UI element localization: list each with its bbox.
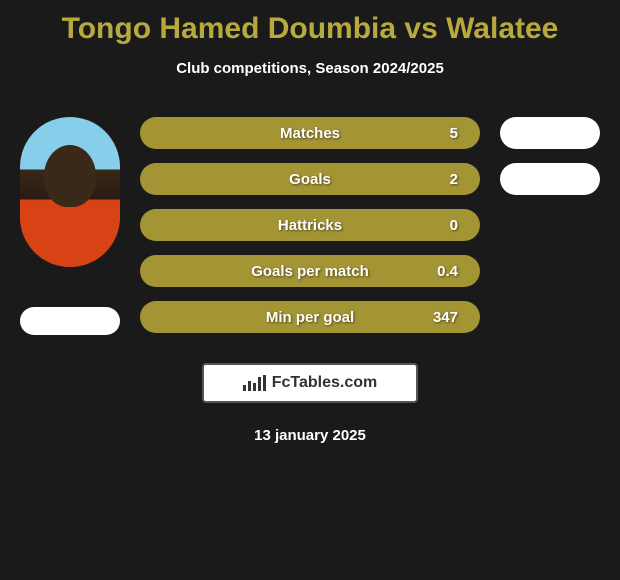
label-pill-right-1: [500, 117, 600, 149]
label-pill-right-2: [500, 163, 600, 195]
left-column: [10, 117, 130, 335]
chart-icon: [243, 375, 266, 391]
avatar-head: [44, 145, 96, 207]
stat-value: 0.4: [437, 263, 458, 280]
stat-bar-matches: Matches 5: [140, 117, 480, 149]
stat-label: Hattricks: [278, 217, 342, 234]
stat-value: 2: [450, 171, 458, 188]
right-column: [490, 117, 610, 195]
infographic-container: Tongo Hamed Doumbia vs Walatee Club comp…: [0, 0, 620, 580]
stat-value: 347: [433, 309, 458, 326]
stat-bar-hattricks: Hattricks 0: [140, 209, 480, 241]
stat-value: 5: [450, 125, 458, 142]
avatar-shirt: [20, 207, 120, 267]
subtitle: Club competitions, Season 2024/2025: [176, 60, 444, 77]
stat-bar-goals: Goals 2: [140, 163, 480, 195]
stats-column: Matches 5 Goals 2 Hattricks 0 Goals per …: [130, 117, 490, 333]
stat-label: Min per goal: [266, 309, 354, 326]
stat-value: 0: [450, 217, 458, 234]
main-area: Matches 5 Goals 2 Hattricks 0 Goals per …: [0, 117, 620, 335]
label-pill-left: [20, 307, 120, 335]
stat-label: Goals: [289, 171, 331, 188]
stat-label: Goals per match: [251, 263, 369, 280]
page-title: Tongo Hamed Doumbia vs Walatee: [62, 12, 559, 46]
stat-bar-min-per-goal: Min per goal 347: [140, 301, 480, 333]
date-label: 13 january 2025: [254, 427, 366, 444]
player-avatar: [20, 117, 120, 267]
brand-text: FcTables.com: [272, 374, 378, 392]
stat-bar-goals-per-match: Goals per match 0.4: [140, 255, 480, 287]
brand-box: FcTables.com: [202, 363, 418, 403]
stat-label: Matches: [280, 125, 340, 142]
